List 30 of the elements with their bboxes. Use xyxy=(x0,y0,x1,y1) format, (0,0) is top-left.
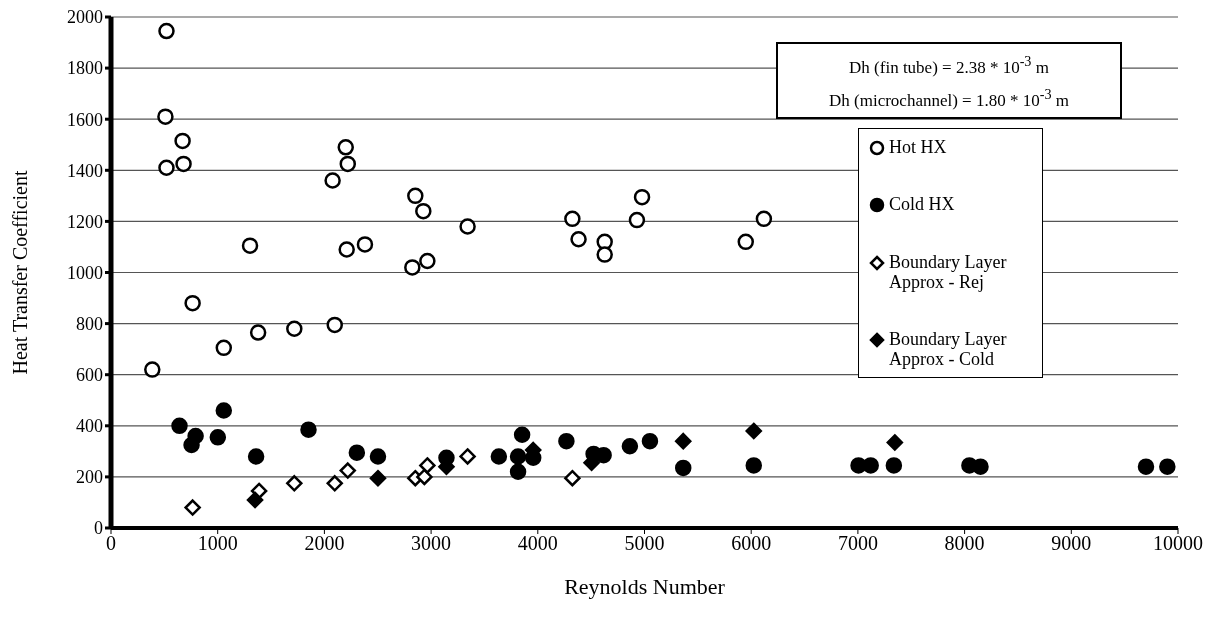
x-axis-title: Reynolds Number xyxy=(564,574,726,599)
x-tick-label: 7000 xyxy=(837,532,878,555)
y-tick-label: 800 xyxy=(76,313,103,334)
x-tick-label: 10000 xyxy=(1153,532,1203,555)
x-tick-label: 2000 xyxy=(304,532,345,555)
y-tick-label: 1600 xyxy=(67,109,103,130)
legend-label: Boundary Layer Approx - Rej xyxy=(889,251,1008,292)
legend-label: Boundary Layer Approx - Cold xyxy=(889,328,1008,369)
y-tick-label: 1200 xyxy=(67,211,103,232)
x-tick-label: 9000 xyxy=(1051,532,1092,555)
x-tick-label: 6000 xyxy=(731,532,772,555)
y-tick-label: 600 xyxy=(76,365,103,386)
x-tick-label: 1000 xyxy=(197,532,238,555)
legend-label: Hot HX xyxy=(889,137,947,157)
y-tick-label: 1400 xyxy=(67,160,103,181)
note-box: Dh (fin tube) = 2.38 * 10$^{-3}$ m Dh (microchannel) = 1.80 * 10$^{-3}$ m xyxy=(776,42,1122,120)
y-tick-label: 2000 xyxy=(67,7,103,28)
y-tick-label: 400 xyxy=(76,416,103,437)
y-tick-label: 1800 xyxy=(67,58,103,79)
y-tick-label: 0 xyxy=(94,518,103,539)
y-tick-label: 1000 xyxy=(67,262,103,283)
annotation: Dh (fin tube) = 2.38 * 10$^{-3}$ m xyxy=(848,52,1050,79)
y-axis-title: Heat Transfer Coefficient xyxy=(9,170,32,375)
x-tick-label: 5000 xyxy=(624,532,665,555)
x-tick-label: 3000 xyxy=(411,532,452,555)
y-tick-label: 200 xyxy=(76,467,103,488)
x-tick-label: 8000 xyxy=(944,532,985,555)
annotation: Dh (microchannel) = 1.80 * 10$^{-3}$ m xyxy=(828,84,1070,112)
legend-label: Cold HX xyxy=(889,194,955,215)
x-tick-label: 4000 xyxy=(517,532,558,555)
